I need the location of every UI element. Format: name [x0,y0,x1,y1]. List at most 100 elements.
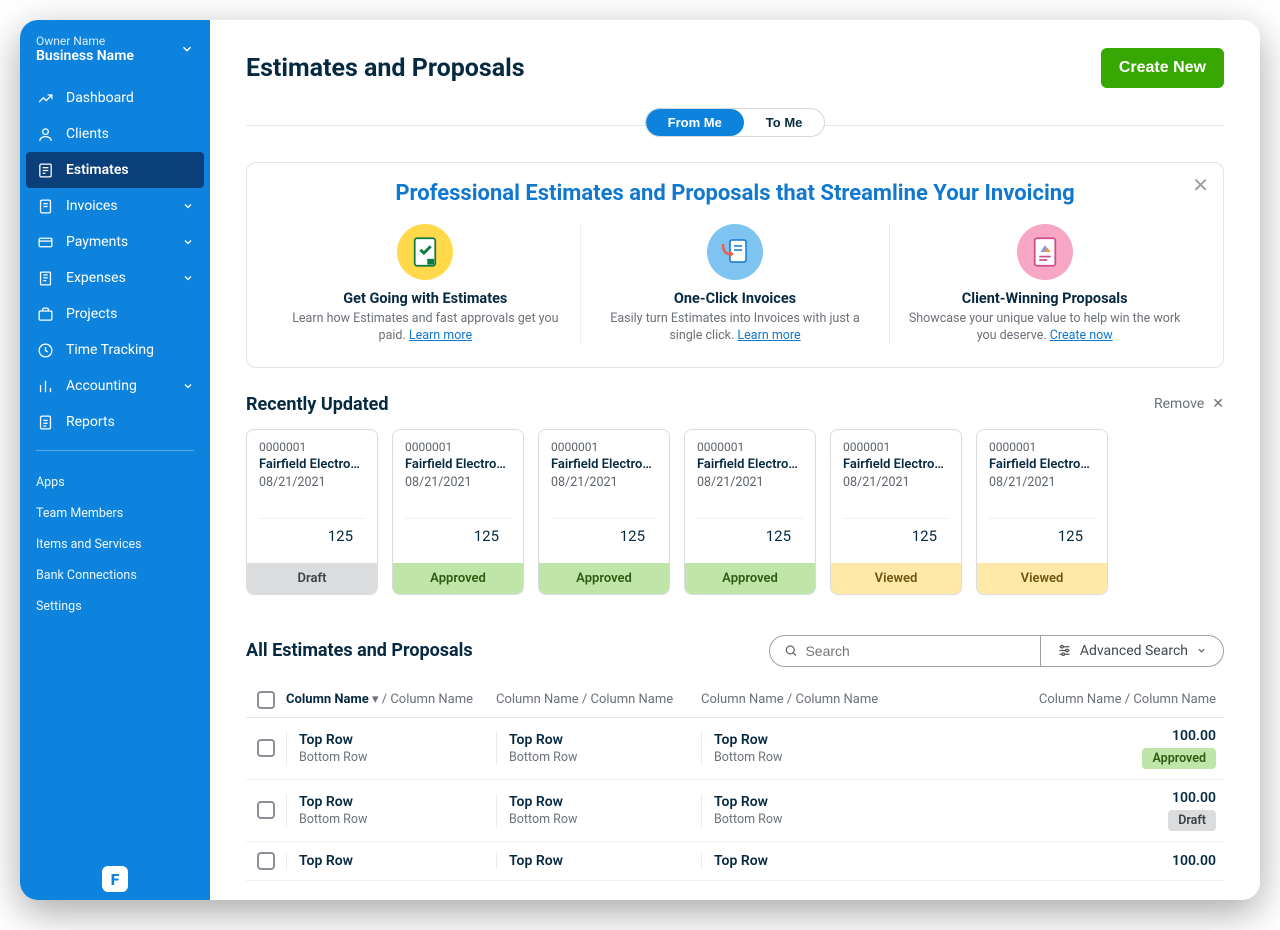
recent-card[interactable]: 0000001Fairfield Electroni...08/21/20211… [246,429,378,595]
recent-card[interactable]: 0000001Fairfield Electroni...08/21/20211… [684,429,816,595]
promo-link[interactable]: Learn more [737,328,800,343]
cell-amount: 100.00 [931,728,1216,744]
recent-card[interactable]: 0000001Fairfield Electroni...08/21/20211… [976,429,1108,595]
cell-top: Top Row [714,732,931,748]
chevron-down-icon [182,200,194,212]
recent-section-head: Recently Updated Remove ✕ [246,394,1224,415]
card-date: 08/21/2021 [405,475,511,490]
table-row[interactable]: Top Row Top Row Top Row 100.00 [246,842,1224,881]
chevron-down-icon [182,272,194,284]
chevron-down-icon [1196,645,1207,656]
cell-bottom: Bottom Row [509,812,701,827]
search-input[interactable] [805,643,1025,659]
table-col-header[interactable]: Column Name / Column Name [496,692,701,707]
sidebar-item-apps[interactable]: Apps [20,467,210,498]
cell-top: Top Row [509,732,701,748]
sidebar-item-bank-connections[interactable]: Bank Connections [20,560,210,591]
recent-card[interactable]: 0000001Fairfield Electroni...08/21/20211… [830,429,962,595]
sidebar-nav: Dashboard ClientsEstimates Invoices Payment… [20,74,210,440]
promo-col-desc: Easily turn Estimates into Invoices with… [599,311,872,345]
expenses-icon [36,269,54,287]
status-badge: Approved [1142,748,1216,769]
promo-column: Get Going with EstimatesLearn how Estima… [271,224,580,345]
cell-top: Top Row [299,732,496,748]
create-new-button[interactable]: Create New [1101,48,1224,88]
card-status: Viewed [977,563,1107,594]
sidebar-item-label: Items and Services [36,537,142,552]
table-row[interactable]: Top RowBottom Row Top RowBottom Row Top … [246,780,1224,842]
row-checkbox[interactable] [257,801,275,819]
sidebar: Owner Name Business Name Dashboard Client… [20,20,210,900]
business-name: Business Name [36,48,134,64]
card-amount: 125 [697,518,803,553]
sidebar-item-label: Dashboard [66,90,134,106]
card-status: Draft [247,563,377,594]
estimates-icon [36,161,54,179]
recent-card[interactable]: 0000001Fairfield Electroni...08/21/20211… [538,429,670,595]
sidebar-item-projects[interactable]: Projects [20,296,210,332]
sidebar-header[interactable]: Owner Name Business Name [20,20,210,74]
cell-bottom: Bottom Row [299,750,496,765]
card-client: Fairfield Electroni... [989,457,1095,472]
sidebar-item-label: Expenses [66,270,126,286]
sidebar-divider [36,450,194,451]
sidebar-item-dashboard[interactable]: Dashboard [20,80,210,116]
table-row[interactable]: Top RowBottom Row Top RowBottom Row Top … [246,718,1224,780]
cell-bottom: Bottom Row [299,812,496,827]
promo-col-title: One-Click Invoices [599,290,872,307]
accounting-icon [36,377,54,395]
remove-label: Remove [1154,396,1204,412]
promo-icon [707,224,763,280]
recent-card[interactable]: 0000001Fairfield Electroni...08/21/20211… [392,429,524,595]
sidebar-item-items-and-services[interactable]: Items and Services [20,529,210,560]
sidebar-item-invoices[interactable]: Invoices [20,188,210,224]
table-col-header[interactable]: Column Name / Column Name [701,692,931,707]
promo-link[interactable]: Learn more [409,328,472,343]
estimates-table: Column Name ▾ / Column Name Column Name … [246,683,1224,881]
card-date: 08/21/2021 [989,475,1095,490]
payments-icon [36,233,54,251]
table-header: Column Name ▾ / Column Name Column Name … [246,683,1224,718]
search-icon [784,643,798,658]
page-header: Estimates and Proposals Create New [246,48,1224,88]
promo-col-title: Client-Winning Proposals [908,290,1181,307]
card-date: 08/21/2021 [843,475,949,490]
card-client: Fairfield Electroni... [697,457,803,472]
sidebar-item-time-tracking[interactable]: Time Tracking [20,332,210,368]
dashboard-icon [36,89,54,107]
sidebar-item-label: Apps [36,475,65,490]
recent-heading: Recently Updated [246,394,389,415]
sidebar-item-clients[interactable]: Clients [20,116,210,152]
sidebar-item-team-members[interactable]: Team Members [20,498,210,529]
sidebar-item-expenses[interactable]: Expenses [20,260,210,296]
card-id: 0000001 [551,440,657,454]
search-box[interactable] [770,636,1040,666]
cell-top: Top Row [509,794,701,810]
close-icon[interactable]: ✕ [1192,173,1209,197]
sidebar-item-label: Invoices [66,198,118,214]
promo-col-desc: Learn how Estimates and fast approvals g… [289,311,562,345]
sidebar-secondary: Apps Team Members Items and Services Bank C… [20,461,210,622]
table-col-header[interactable]: Column Name / Column Name [931,692,1224,707]
advanced-search-button[interactable]: Advanced Search [1040,636,1223,666]
sidebar-item-accounting[interactable]: Accounting [20,368,210,404]
tab-to-me[interactable]: To Me [744,109,825,136]
sidebar-item-estimates[interactable]: Estimates [26,152,204,188]
cell-amount: 100.00 [931,790,1216,806]
sidebar-item-settings[interactable]: Settings [20,591,210,622]
page-title: Estimates and Proposals [246,54,525,83]
row-checkbox[interactable] [257,739,275,757]
sidebar-item-reports[interactable]: Reports [20,404,210,440]
tab-from-me[interactable]: From Me [646,109,744,136]
select-all-checkbox[interactable] [257,691,275,709]
remove-recent-link[interactable]: Remove ✕ [1154,396,1224,412]
chevron-down-icon [182,380,194,392]
row-checkbox[interactable] [257,852,275,870]
promo-link[interactable]: Create now [1050,328,1113,343]
sidebar-item-label: Bank Connections [36,568,137,583]
time-icon [36,341,54,359]
card-amount: 125 [405,518,511,553]
table-col-header[interactable]: Column Name ▾ / Column Name [286,692,496,707]
promo-icon [397,224,453,280]
sidebar-item-payments[interactable]: Payments [20,224,210,260]
